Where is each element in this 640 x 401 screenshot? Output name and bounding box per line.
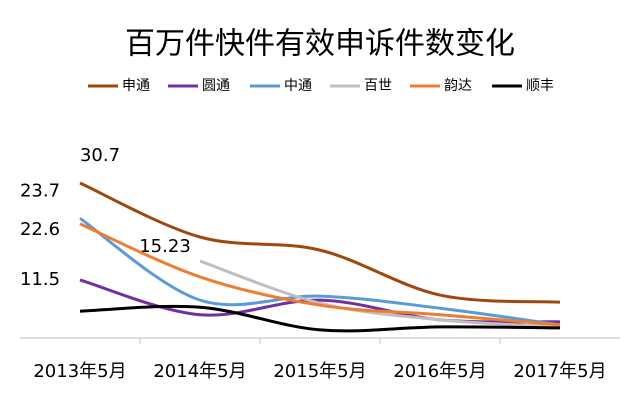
x-tick-label: 2015年5月	[273, 361, 366, 382]
series-line	[199, 259, 561, 329]
x-tick-label: 2017年5月	[513, 361, 606, 382]
series-line	[79, 181, 561, 304]
data-label: 11.5	[20, 269, 60, 290]
legend-label: 百世	[364, 78, 392, 94]
chart-title: 百万件快件有效申诉件数变化	[125, 27, 515, 62]
legend-label: 韵达	[444, 78, 472, 94]
x-tick-label: 2016年5月	[393, 361, 486, 382]
series-line	[79, 222, 561, 327]
data-label: 23.7	[20, 180, 60, 201]
data-label: 22.6	[20, 219, 60, 240]
legend-label: 申通	[122, 78, 150, 94]
legend-label: 圆通	[202, 78, 230, 94]
x-tick-label: 2013年5月	[33, 361, 126, 382]
series-line	[79, 304, 561, 333]
legend-label: 中通	[284, 78, 312, 94]
data-label: 15.23	[139, 236, 191, 257]
legend-label: 顺丰	[526, 78, 554, 94]
x-tick-label: 2014年5月	[153, 361, 246, 382]
series-line	[79, 217, 561, 327]
data-label: 30.7	[80, 145, 120, 166]
